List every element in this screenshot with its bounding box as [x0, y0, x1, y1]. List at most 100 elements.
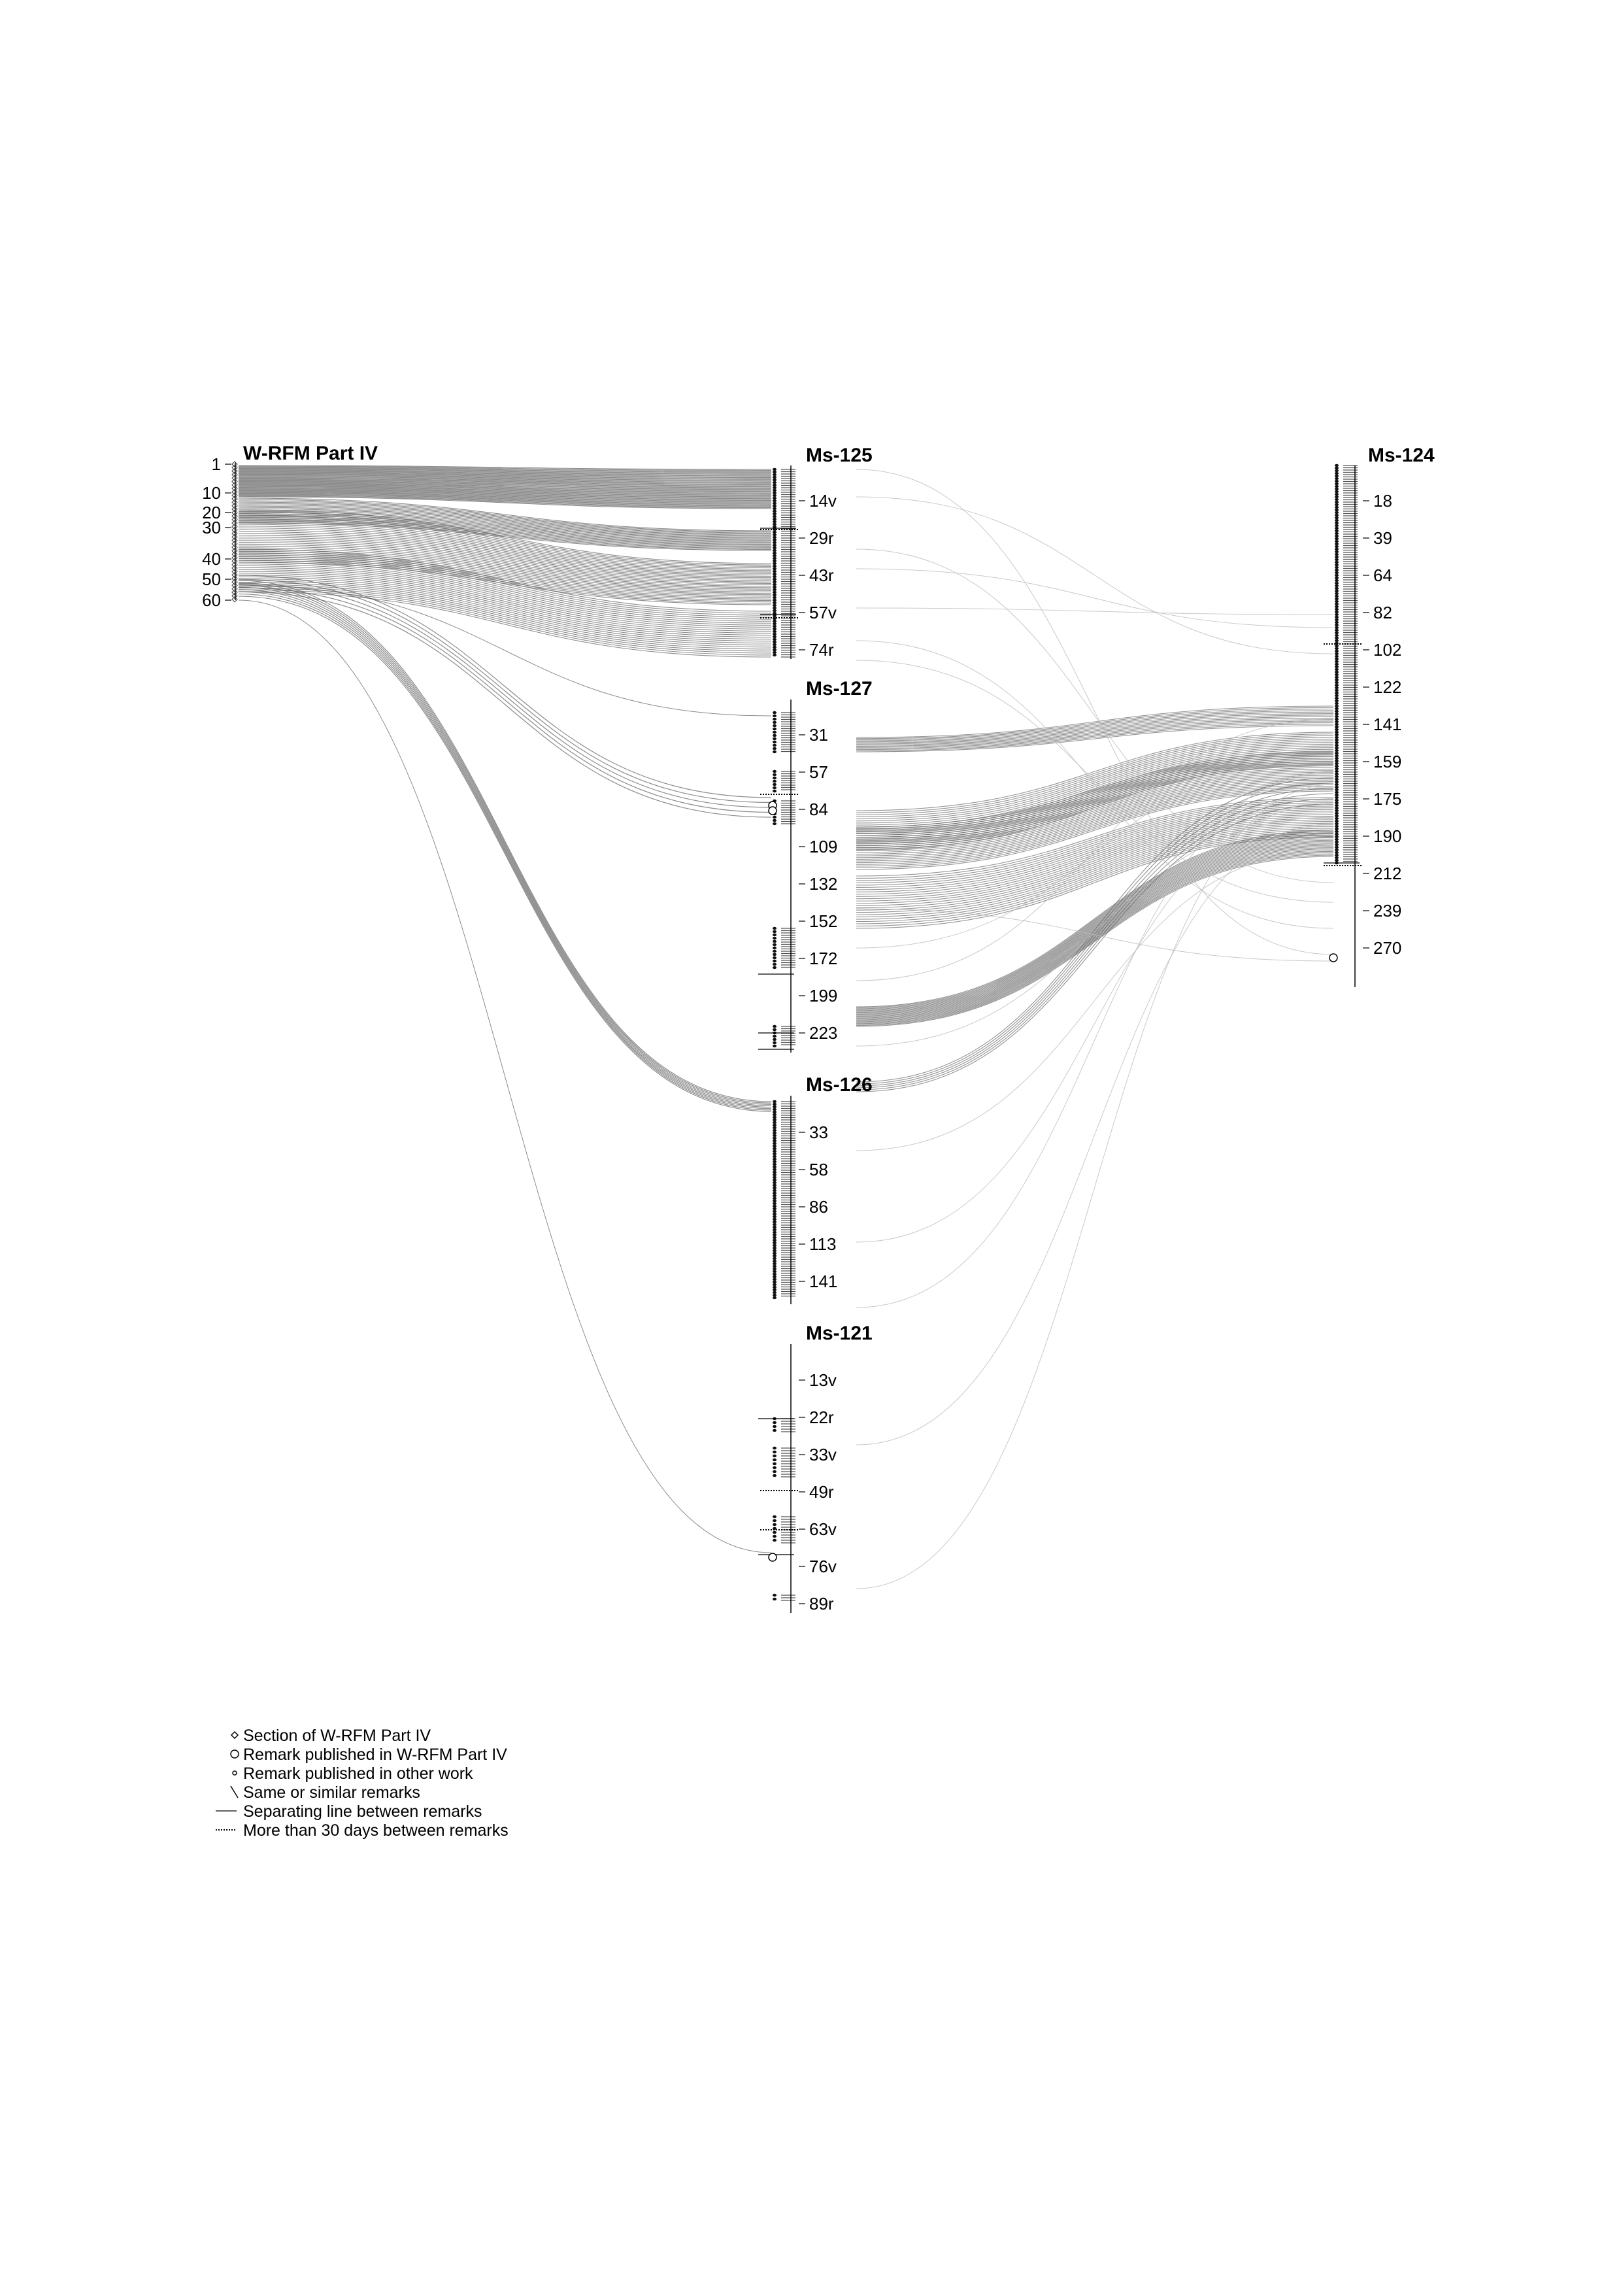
- remark-dot: [1335, 495, 1339, 499]
- section-marker: [231, 575, 238, 582]
- remark-dot: [1335, 613, 1339, 616]
- flow-line: [856, 822, 1334, 911]
- remark-dot: [1335, 521, 1339, 525]
- source-tick-label: 30: [202, 518, 221, 537]
- flow-line: [238, 484, 772, 494]
- section-marker: [231, 499, 238, 506]
- remark-dot: [773, 1257, 777, 1260]
- flow-line: [856, 814, 1334, 900]
- remark-dot: [773, 481, 777, 484]
- remark-dot: [773, 1115, 777, 1119]
- flow-line: [238, 515, 772, 569]
- tick-label: 102: [1373, 640, 1401, 660]
- remark-dot: [773, 1038, 777, 1041]
- remark-dot: [773, 1228, 777, 1232]
- flow-lines: [238, 465, 1334, 1553]
- flow-line: [856, 834, 1334, 1010]
- remark-dot: [1335, 487, 1339, 491]
- flow-line: [238, 484, 772, 495]
- remark-dot: [1335, 628, 1339, 632]
- ms121-title: Ms-121: [806, 1323, 873, 1344]
- remark-dot: [773, 1191, 777, 1195]
- remark-dot: [1335, 524, 1339, 528]
- remark-dot: [773, 1189, 777, 1192]
- remark-dot: [773, 525, 777, 529]
- flow-line: [238, 584, 772, 1105]
- tick-label: 43r: [809, 566, 834, 585]
- tick-label: 239: [1373, 901, 1401, 920]
- faint-flow-line: [856, 823, 1334, 1445]
- flow-line: [856, 773, 1334, 851]
- flow-line: [238, 582, 772, 648]
- remark-dot: [1335, 827, 1339, 831]
- flow-line: [238, 587, 772, 654]
- flow-line: [238, 479, 772, 488]
- remark-dot: [773, 953, 777, 956]
- flow-line: [238, 504, 772, 537]
- faint-flow-line: [856, 549, 1334, 883]
- flow-line: [238, 485, 772, 496]
- remark-dot: [1335, 594, 1339, 598]
- remark-dot: [773, 1277, 777, 1281]
- remark-dot: [1335, 772, 1339, 776]
- remark-dot: [1335, 505, 1339, 509]
- remark-dot: [773, 1454, 777, 1458]
- remark-dot: [1335, 759, 1339, 763]
- remark-dot: [773, 1152, 777, 1156]
- remark-dot: [1335, 662, 1339, 666]
- flow-line: [238, 562, 772, 626]
- remark-dot: [773, 1024, 777, 1028]
- flow-line: [238, 529, 772, 580]
- remark-dot: [773, 1131, 777, 1135]
- remark-dot: [773, 1168, 777, 1172]
- remark-dot: [1335, 602, 1339, 606]
- flow-line: [238, 545, 772, 592]
- remark-dot: [1335, 819, 1339, 823]
- faint-flow-line: [856, 607, 1334, 615]
- remark-dot: [773, 590, 777, 594]
- flow-line: [856, 781, 1334, 860]
- remark-dot: [773, 740, 777, 744]
- remark-dot: [773, 1202, 777, 1206]
- remark-dot: [773, 645, 777, 649]
- flow-line: [238, 490, 772, 502]
- remark-dot: [1335, 709, 1339, 713]
- tick-label: 33: [809, 1123, 828, 1142]
- remark-dot: [773, 727, 777, 731]
- flow-line: [238, 472, 772, 479]
- flow-line: [238, 469, 772, 475]
- remark-dot: [1335, 743, 1339, 747]
- remark-dot: [773, 1225, 777, 1229]
- flow-line: [238, 536, 772, 586]
- flow-line: [856, 764, 1334, 841]
- legend-circle-large-icon: [230, 1749, 239, 1759]
- remark-dot: [1335, 490, 1339, 494]
- tick-label: 14v: [809, 491, 837, 511]
- remark-dot: [1335, 620, 1339, 624]
- flow-line: [856, 757, 1334, 842]
- remark-dot: [773, 1160, 777, 1164]
- remark-dot: [773, 517, 777, 521]
- remark-dot: [1335, 615, 1339, 619]
- remark-dot: [773, 776, 777, 780]
- remark-dot: [1335, 764, 1339, 768]
- remark-dot: [1335, 555, 1339, 559]
- flow-line: [238, 475, 772, 483]
- remark-dot: [1335, 484, 1339, 488]
- remark-dot: [1335, 817, 1339, 820]
- remark-dot: [773, 786, 777, 790]
- remark-dot: [773, 473, 777, 477]
- tick-label: 113: [809, 1234, 836, 1254]
- flow-line: [856, 752, 1334, 830]
- remark-dot: [773, 1450, 777, 1454]
- remark-dot: [1335, 725, 1339, 729]
- remark-dot: [773, 580, 777, 584]
- tick-label: 175: [1373, 789, 1401, 809]
- remark-dot: [773, 640, 777, 644]
- remark-dot: [1335, 822, 1339, 826]
- remark-dot: [773, 551, 777, 555]
- remark-dot: [1335, 853, 1339, 857]
- section-marker: [231, 561, 238, 568]
- flow-line: [238, 538, 772, 587]
